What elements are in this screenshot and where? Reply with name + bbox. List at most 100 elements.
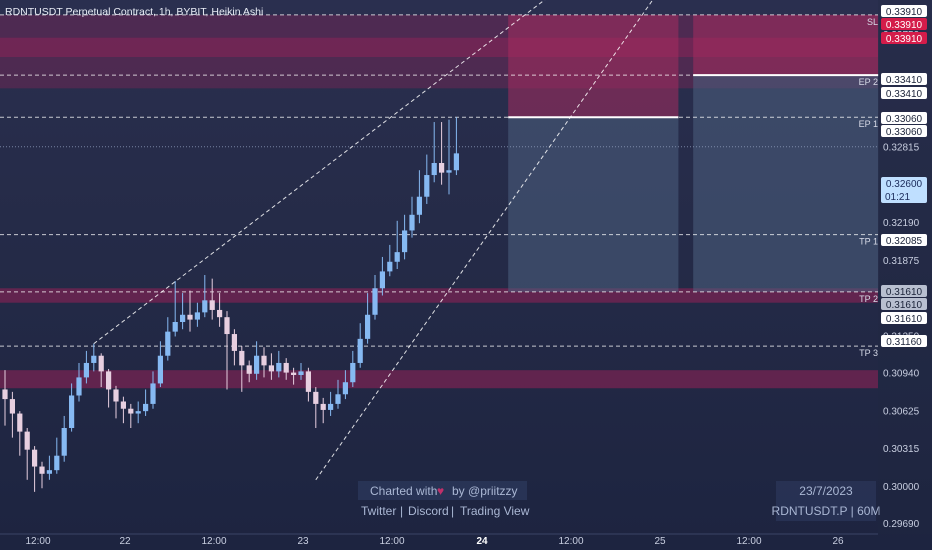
price-tag-value: 0.31610: [886, 300, 923, 311]
price-tag-bg: [881, 335, 927, 347]
watermark-credit-text: Charted with: [370, 484, 437, 498]
price-tag-bg: [881, 298, 927, 310]
candle-body: [402, 230, 408, 253]
watermark-link-twitter: Twitter: [361, 504, 396, 518]
candle-body: [379, 271, 385, 289]
candle-body: [350, 362, 356, 383]
candle-body: [209, 300, 215, 310]
candle-body: [17, 413, 23, 432]
position-target-zone-1: [508, 117, 679, 292]
candle-body: [409, 214, 415, 231]
candle-body: [335, 394, 341, 404]
price-tag-value: 0.33910: [886, 20, 923, 31]
candle-body: [365, 314, 371, 339]
level-label-ep-2: EP 2: [859, 77, 878, 87]
level-label-tp-3: TP 3: [859, 348, 878, 358]
price-tag-bg: [881, 5, 927, 17]
candle-body: [261, 355, 267, 366]
watermark-separator: |: [451, 504, 454, 518]
candle-body: [231, 334, 237, 351]
candle-body: [113, 389, 119, 402]
candle-body: [372, 288, 378, 315]
position-stop-zone-1: [508, 14, 679, 118]
candle-body: [24, 431, 30, 450]
candle-body: [76, 377, 82, 396]
x-tick-label: 25: [654, 536, 666, 547]
candle-body: [194, 312, 200, 320]
candle-body: [187, 314, 193, 320]
candle-body: [239, 350, 245, 366]
candle-body: [83, 362, 89, 378]
price-tag-bg: [881, 234, 927, 246]
price-tag-value: 0.33910: [886, 7, 923, 18]
price-tag-value: 0.33410: [886, 89, 923, 100]
x-tick-label: 23: [297, 536, 309, 547]
x-tick-label: 22: [119, 536, 131, 547]
price-tag-value: 0.31610: [886, 287, 923, 298]
candle-body: [387, 261, 393, 272]
candle-body: [32, 449, 38, 467]
watermark-link-trading-view: Trading View: [460, 504, 530, 518]
price-tag-value: 0.33410: [886, 75, 923, 86]
candle-body: [313, 391, 319, 404]
price-tag-bg: [881, 285, 927, 297]
candle-body: [98, 355, 104, 372]
price-tag-bg: [881, 177, 927, 203]
candle-body: [342, 382, 348, 395]
price-tag-bg: [881, 125, 927, 137]
candle-body: [217, 309, 223, 318]
candle-body: [298, 371, 304, 375]
trendline-1: [93, 0, 546, 345]
watermark-separator: |: [400, 504, 403, 518]
candle-body: [305, 371, 311, 392]
candle-body: [2, 389, 8, 400]
candle-body: [283, 362, 289, 373]
candle-body: [320, 403, 326, 410]
y-tick-label: 0.30625: [883, 407, 920, 418]
candle-body: [246, 365, 252, 374]
candle-body: [150, 383, 156, 404]
candle-body: [39, 466, 45, 474]
chart-title: RDNTUSDT Perpetual Contract, 1h, BYBIT, …: [5, 6, 263, 18]
candle-body: [276, 362, 282, 372]
price-tag-bg: [881, 73, 927, 85]
candle-body: [453, 153, 459, 171]
level-label-sl: SL: [867, 17, 878, 27]
candle-body: [202, 300, 208, 313]
price-tag-bg: [881, 87, 927, 99]
price-tag-value: 0.33060: [886, 127, 923, 138]
price-tag-value: 0.31610: [886, 314, 923, 325]
candle-body: [357, 338, 363, 363]
candle-body: [254, 355, 260, 374]
candle-body: [224, 317, 230, 335]
x-tick-label: 12:00: [201, 536, 226, 547]
price-tag-bg: [881, 18, 927, 30]
x-tick-label: 26: [832, 536, 844, 547]
candle-body: [54, 455, 60, 471]
x-tick-label: 12:00: [736, 536, 761, 547]
candle-body: [69, 395, 75, 428]
candle-body: [135, 411, 141, 414]
level-label-tp-1: TP 1: [859, 237, 878, 247]
candle-body: [128, 408, 134, 414]
candle-body: [106, 371, 112, 390]
y-tick-label: 0.30000: [883, 482, 920, 493]
x-tick-label: 24: [476, 536, 488, 547]
y-tick-label: 0.29690: [883, 519, 920, 530]
watermark-date: 23/7/2023: [799, 484, 853, 498]
candle-body: [439, 163, 445, 173]
candle-body: [424, 175, 430, 197]
y-tick-label: 0.32190: [883, 218, 920, 229]
candle-body: [91, 355, 97, 363]
price-tag-countdown: 01:21: [885, 192, 910, 203]
y-tick-label: 0.30315: [883, 444, 920, 455]
candle-body: [157, 355, 163, 384]
zone-support-2: [0, 370, 878, 389]
price-tag-value: 0.32600: [886, 179, 923, 190]
candle-body: [416, 196, 422, 215]
y-tick-label: 0.30940: [883, 369, 920, 380]
level-label-ep-1: EP 1: [859, 119, 878, 129]
position-target-zone-2: [693, 75, 879, 292]
price-tag-value: 0.33910: [886, 34, 923, 45]
price-tag-value: 0.31160: [886, 337, 922, 348]
